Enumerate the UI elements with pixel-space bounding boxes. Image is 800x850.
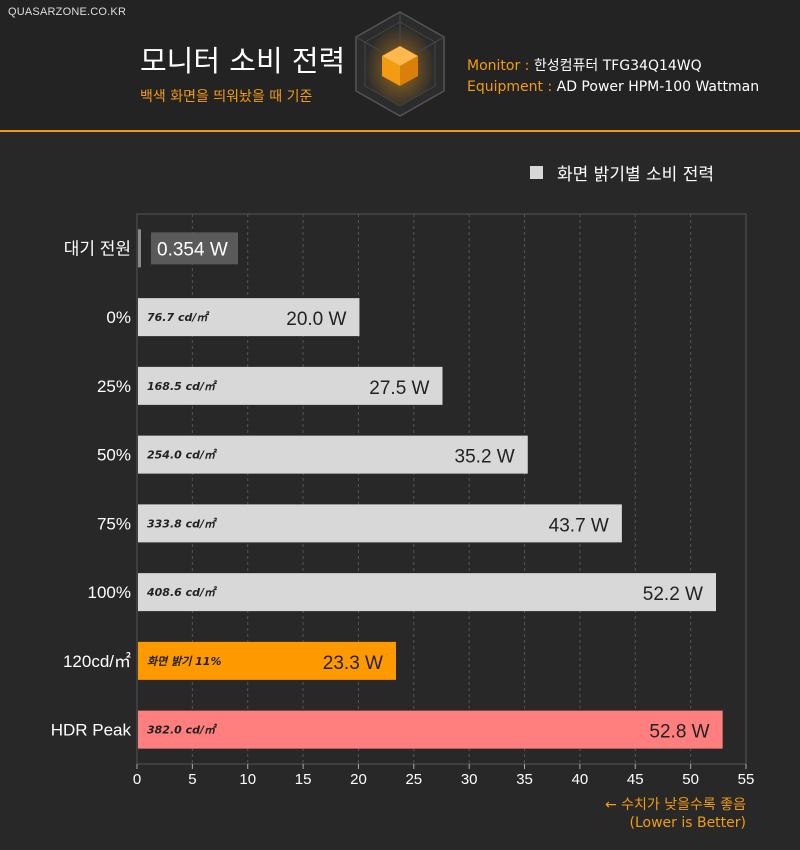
monitor-value: 한성컴퓨터 TFG34Q14WQ <box>533 58 702 74</box>
category-label: 대기 전원 <box>64 239 131 258</box>
x-tick-label: 35 <box>516 771 533 788</box>
bar <box>138 435 528 474</box>
inner-label: 168.5 cd/㎡ <box>147 380 218 393</box>
page-title: 모니터 소비 전력 <box>140 44 346 78</box>
inner-label: 382.0 cd/㎡ <box>147 724 218 737</box>
footnote-line-1: ← 수치가 낮을수록 좋음 <box>604 797 746 813</box>
bar <box>138 710 723 749</box>
value-label: 0.354 W <box>157 239 228 260</box>
legend-label: 화면 밝기별 소비 전력 <box>557 165 714 185</box>
value-label: 35.2 W <box>455 447 515 468</box>
x-tick-label: 45 <box>627 771 644 788</box>
bar <box>138 366 443 405</box>
category-label: 50% <box>97 446 131 465</box>
x-tick-label: 50 <box>682 771 699 788</box>
bar <box>138 641 396 680</box>
plot-frame <box>136 213 747 765</box>
inner-label: 254.0 cd/㎡ <box>147 449 218 462</box>
x-tick-label: 30 <box>461 771 478 788</box>
chart-legend: 화면 밝기별 소비 전력 <box>530 160 714 185</box>
equipment-value: AD Power HPM-100 Wattman <box>556 79 760 95</box>
value-label-box <box>151 232 238 265</box>
value-label: 52.8 W <box>649 722 709 743</box>
bar <box>138 298 360 337</box>
x-tick-label: 25 <box>405 771 422 788</box>
header-panel: QUASARZONE.CO.KR 모니터 소비 전력 백색 화면을 띄워놨을 때… <box>0 0 800 132</box>
category-label: 100% <box>88 583 131 602</box>
inner-label: 화면 밝기 11% <box>147 655 221 668</box>
x-tick-label: 15 <box>295 771 312 788</box>
footnote: ← 수치가 낮을수록 좋음 (Lower is Better) <box>605 796 746 832</box>
x-tick-label: 5 <box>188 771 196 788</box>
value-label: 20.0 W <box>286 309 346 330</box>
page-subtitle: 백색 화면을 띄워놨을 때 기준 <box>140 89 313 105</box>
inner-label: 333.8 cd/㎡ <box>147 517 218 530</box>
x-tick-label: 20 <box>350 771 367 788</box>
footnote-line-2: (Lower is Better) <box>629 815 746 831</box>
x-tick-label: 10 <box>239 771 256 788</box>
monitor-key: Monitor : <box>467 58 534 74</box>
bar <box>138 229 141 268</box>
cube-logo-icon <box>355 11 445 117</box>
value-label: 52.2 W <box>643 584 703 605</box>
value-label: 43.7 W <box>549 515 609 536</box>
category-label: 25% <box>97 377 131 396</box>
bar <box>138 573 716 612</box>
equipment-key: Equipment : <box>467 79 557 95</box>
inner-label: 76.7 cd/㎡ <box>147 311 210 324</box>
category-label: HDR Peak <box>51 721 132 740</box>
inner-label: 408.6 cd/㎡ <box>146 586 218 599</box>
category-label: 0% <box>106 308 131 327</box>
value-label: 27.5 W <box>369 378 429 399</box>
x-tick-label: 55 <box>738 771 755 788</box>
value-label: 23.3 W <box>323 653 383 674</box>
brand-label: QUASARZONE.CO.KR <box>8 6 127 18</box>
meta-info: Monitor : 한성컴퓨터 TFG34Q14WQ Equipment : A… <box>467 56 759 98</box>
category-label: 120cd/㎡ <box>63 652 131 671</box>
bar <box>138 504 622 543</box>
x-tick-label: 40 <box>572 771 589 788</box>
x-tick-label: 0 <box>133 771 141 788</box>
legend-swatch <box>530 166 543 179</box>
category-label: 75% <box>97 514 131 533</box>
